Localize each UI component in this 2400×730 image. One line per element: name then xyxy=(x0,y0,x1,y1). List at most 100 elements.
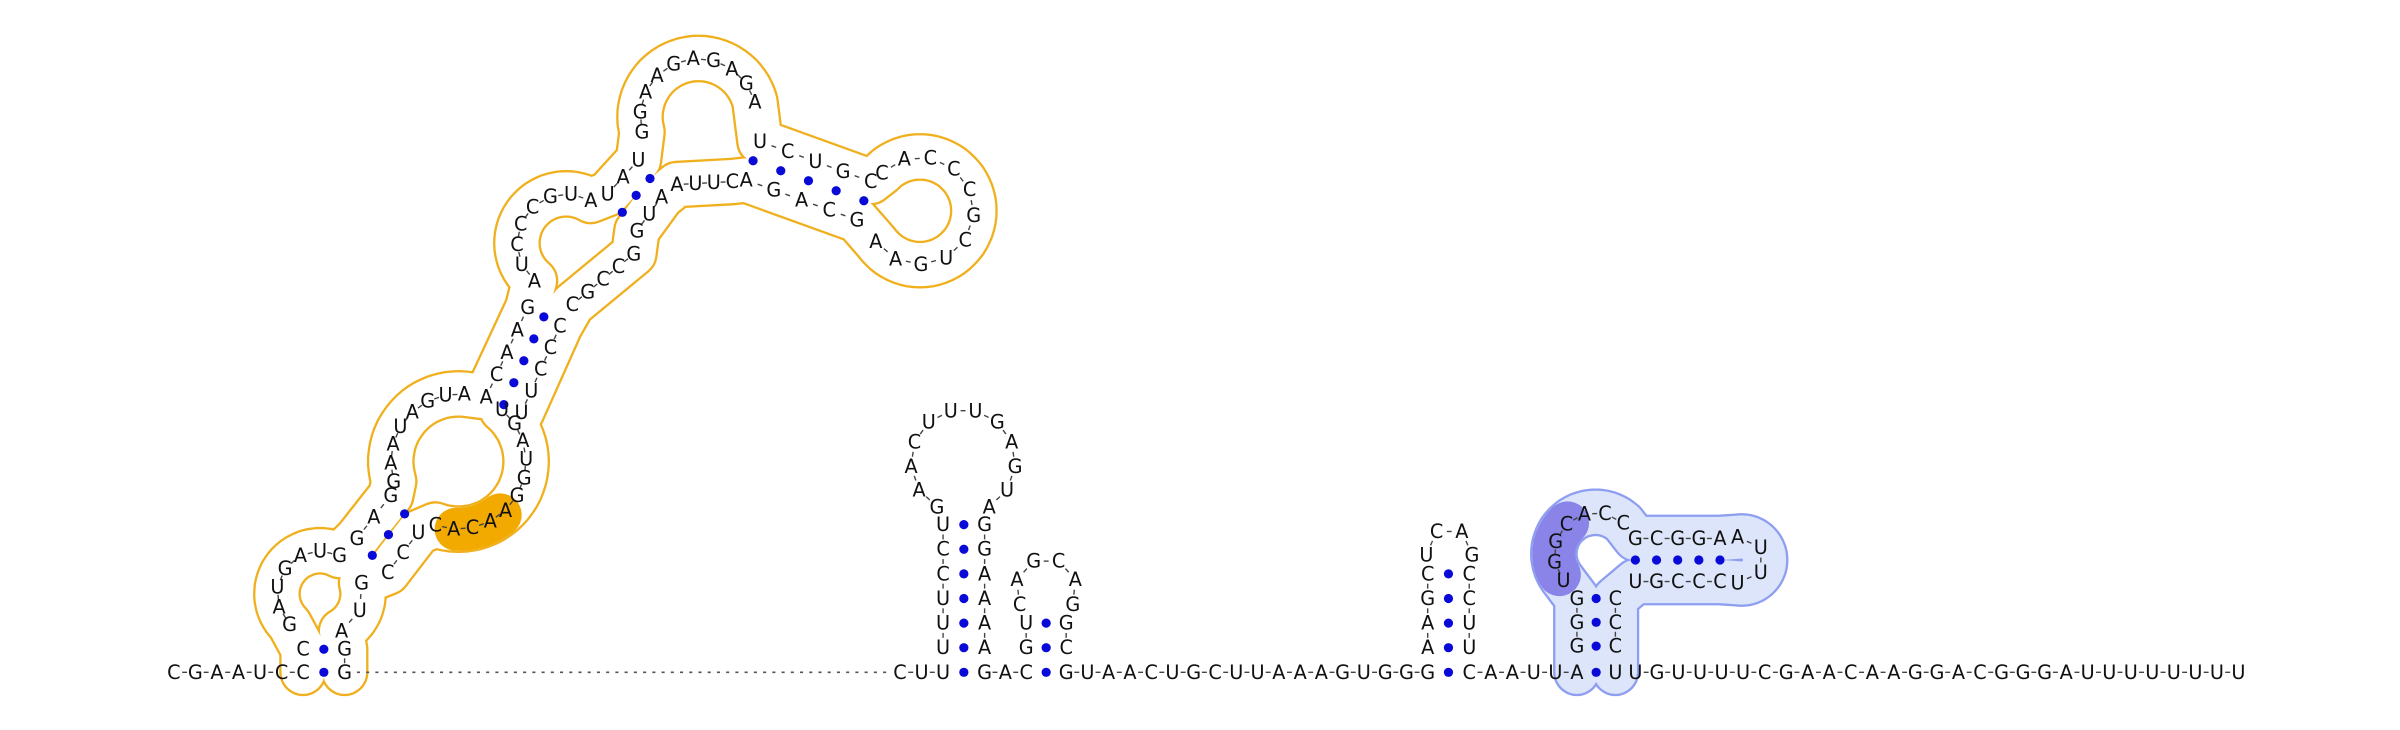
nucleotide: U xyxy=(1419,543,1433,566)
nucleotide: U xyxy=(1250,661,1264,684)
backbone-link xyxy=(539,199,545,204)
base-pair xyxy=(959,593,969,604)
nucleotide: A xyxy=(484,510,497,533)
nucleotide: C xyxy=(1973,661,1986,684)
backbone-link xyxy=(1559,530,1564,536)
nucleotide: C xyxy=(510,233,523,256)
nucleotide: A xyxy=(335,620,348,643)
nucleotide: A xyxy=(670,173,683,196)
nucleotide: G xyxy=(188,661,203,684)
nucleotide: G xyxy=(543,185,558,208)
nucleotide: G xyxy=(1420,661,1435,684)
nucleotide: C xyxy=(959,229,972,252)
nucleotide: G xyxy=(1779,661,1794,684)
backbone-link xyxy=(919,429,924,435)
nucleotide: C xyxy=(381,561,394,584)
base-pair xyxy=(519,356,529,366)
nucleotide: C xyxy=(781,140,794,163)
nucleotide: G xyxy=(626,242,641,265)
base-pair xyxy=(367,550,377,560)
nucleotide: G xyxy=(1065,593,1080,616)
nucleotide: G xyxy=(332,544,347,567)
base-pair xyxy=(959,520,969,530)
nucleotide: C xyxy=(553,315,566,338)
nucleotide: G xyxy=(1026,550,1041,573)
nucleotide: U xyxy=(1527,661,1541,684)
nucleotide: C xyxy=(875,161,888,184)
nucleotide: C xyxy=(1145,661,1158,684)
backbone-link xyxy=(812,203,818,207)
highlight xyxy=(1532,501,1590,597)
backbone-link xyxy=(930,259,937,263)
nucleotide: C xyxy=(1713,570,1726,593)
nucleotide: C xyxy=(1650,527,1663,550)
nucleotide: A xyxy=(210,661,223,684)
nucleotide: C xyxy=(1617,511,1630,534)
nucleotide: C xyxy=(1463,562,1476,585)
base-pair xyxy=(1591,641,1601,651)
nucleotide: U xyxy=(1754,536,1768,559)
nucleotide: C xyxy=(1463,661,1476,684)
base-pair xyxy=(803,176,814,186)
nucleotide: A xyxy=(447,518,460,541)
backbone-link xyxy=(1017,589,1020,595)
nucleotide: G xyxy=(666,53,681,76)
nucleotide: G xyxy=(966,204,981,227)
backbone-link xyxy=(543,355,548,361)
nucleotide: G xyxy=(1691,527,1706,550)
nucleotide: A xyxy=(367,505,380,528)
nucleotide: G xyxy=(337,638,352,661)
backbone-link xyxy=(1611,516,1617,520)
nucleotide: G xyxy=(1059,661,1074,684)
backbone-link xyxy=(883,248,889,253)
nucleotide: C xyxy=(534,358,547,381)
nucleotide: A xyxy=(898,148,911,171)
nucleotide: G xyxy=(977,661,992,684)
base-pair xyxy=(1041,618,1051,628)
nucleotide: G xyxy=(278,557,293,580)
backbone-link xyxy=(500,360,504,366)
nucleotide: G xyxy=(1019,636,1034,659)
nucleotide: C xyxy=(1692,570,1705,593)
nucleotide: G xyxy=(1649,570,1664,593)
nucleotide: U xyxy=(495,398,509,421)
backbone-link xyxy=(641,219,646,225)
backbone-link xyxy=(623,258,629,263)
backbone-link xyxy=(653,202,658,208)
nucleotide: G xyxy=(354,571,369,594)
backbone-link xyxy=(720,63,726,67)
nucleotide: G xyxy=(1399,661,1414,684)
backbone-link xyxy=(348,618,353,624)
backbone-link xyxy=(518,251,521,257)
backbone-link xyxy=(408,539,413,545)
backbone-link xyxy=(785,193,791,197)
backbone-link xyxy=(553,334,557,340)
nucleotide: C xyxy=(1671,570,1684,593)
backbone-link xyxy=(1572,517,1578,521)
nucleotide: U xyxy=(631,148,645,171)
nucleotide: G xyxy=(1994,661,2009,684)
base-pair xyxy=(831,186,841,196)
nucleotide: A xyxy=(869,230,882,253)
backbone-link xyxy=(925,496,931,501)
nucleotide: C xyxy=(1019,661,1032,684)
nucleotide: U xyxy=(393,415,407,438)
nucleotide: C xyxy=(1598,502,1611,525)
nucleotide: U xyxy=(642,202,656,225)
nucleotide: U xyxy=(1730,571,1744,594)
nucleotide: A xyxy=(294,544,307,567)
nucleotide: A xyxy=(1421,612,1434,635)
nucleotide: U xyxy=(1080,661,1094,684)
nucleotide: C xyxy=(864,170,877,193)
backbone-link xyxy=(937,414,943,419)
backbone-link xyxy=(506,414,511,419)
base-pair xyxy=(617,207,627,217)
nucleotide: U xyxy=(253,661,267,684)
nucleotide: U xyxy=(524,379,538,402)
nucleotide: A xyxy=(912,478,925,501)
nucleotide: U xyxy=(515,253,529,276)
backbone-link xyxy=(495,513,501,518)
nucleotide: U xyxy=(438,384,452,407)
nucleotide: U xyxy=(1462,636,1476,659)
